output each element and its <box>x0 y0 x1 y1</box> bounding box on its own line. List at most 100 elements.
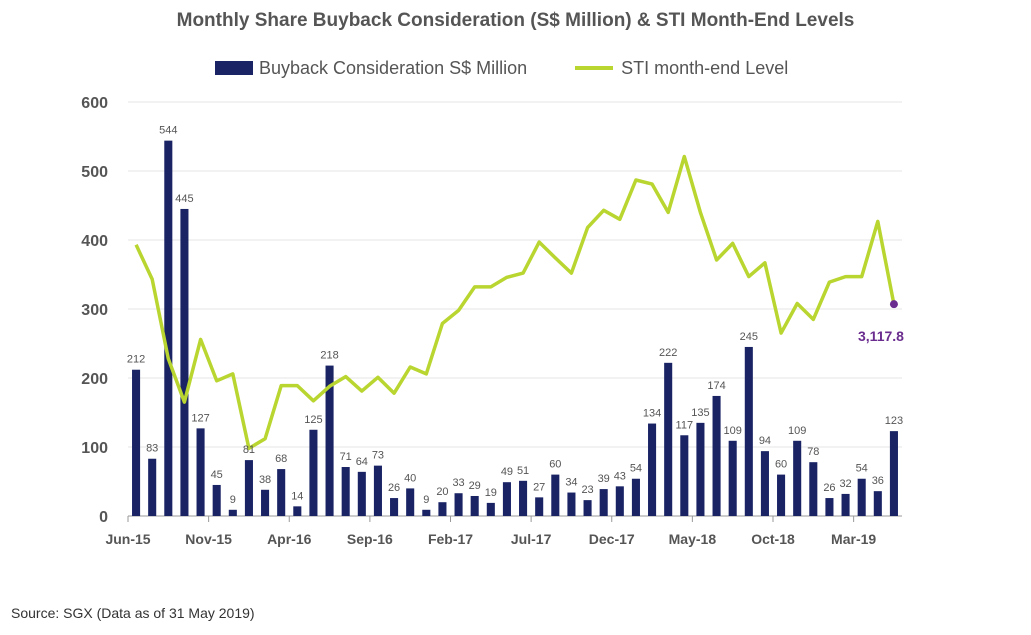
bar-label-Mar-18: 222 <box>659 347 677 359</box>
bar-label-Mar-19: 54 <box>856 463 868 475</box>
bar-label-Jan-16: 81 <box>243 444 255 456</box>
legend-label-buyback: Buyback Consideration S$ Million <box>259 57 528 78</box>
legend: Buyback Consideration S$ Million STI mon… <box>215 56 836 80</box>
legend-swatch-bar <box>215 61 253 75</box>
bar-label-Jul-15: 83 <box>146 443 158 455</box>
bar-Oct-17 <box>583 500 592 516</box>
bar-Sep-16 <box>373 465 382 516</box>
bar-Jun-18 <box>712 395 721 516</box>
bar-label-May-18: 135 <box>691 407 709 419</box>
bar-label-Dec-16: 9 <box>423 494 429 506</box>
bar-label-May-16: 125 <box>304 414 322 426</box>
bar-Feb-18 <box>648 423 657 516</box>
bar-Jul-15 <box>148 458 157 516</box>
bar-label-Feb-18: 134 <box>643 408 661 420</box>
bar-label-Feb-17: 33 <box>452 477 464 489</box>
bar-Nov-16 <box>406 488 415 516</box>
bar-Aug-15 <box>164 140 173 516</box>
bar-label-Aug-18: 245 <box>740 331 758 343</box>
bar-Jul-17 <box>535 497 544 516</box>
bar-Feb-16 <box>261 489 270 516</box>
bar-label-Sep-15: 445 <box>175 193 193 205</box>
bar-Aug-18 <box>744 346 753 516</box>
bar-label-Aug-17: 60 <box>549 459 561 471</box>
legend-item-sti: STI month-end Level <box>575 58 788 79</box>
sti-last-point <box>889 300 898 309</box>
bar-Jun-17 <box>519 480 528 516</box>
bar-Oct-18 <box>777 474 786 516</box>
bar-label-Sep-18: 94 <box>759 435 771 447</box>
bar-label-Dec-15: 9 <box>230 494 236 506</box>
bar-Feb-19 <box>841 493 850 516</box>
y-tick-label-500: 500 <box>81 164 108 181</box>
x-tick-label-Nov-15: Nov-15 <box>185 531 232 547</box>
bar-label-Apr-17: 19 <box>485 487 497 499</box>
bar-label-Jun-16: 218 <box>320 350 338 362</box>
y-tick-label-400: 400 <box>81 233 108 250</box>
bar-label-Jul-16: 71 <box>340 451 352 463</box>
bar-May-19 <box>889 431 898 516</box>
bar-Dec-17 <box>615 486 624 516</box>
x-tick-label-Jun-15: Jun-15 <box>105 531 150 547</box>
bar-Apr-16 <box>293 506 302 516</box>
y-tick-label-0: 0 <box>99 509 108 526</box>
x-tick-label-Feb-17: Feb-17 <box>428 531 473 547</box>
bar-label-Sep-17: 34 <box>565 477 577 489</box>
bar-label-Nov-18: 109 <box>788 425 806 437</box>
source-note: Source: SGX (Data as of 31 May 2019) <box>11 605 255 621</box>
bar-label-Jun-15: 212 <box>127 354 145 366</box>
bar-Mar-17 <box>470 495 479 516</box>
bar-label-Sep-16: 73 <box>372 450 384 462</box>
bar-label-Mar-17: 29 <box>469 480 481 492</box>
bar-label-Jan-19: 26 <box>823 482 835 494</box>
x-tick-label-May-18: May-18 <box>669 531 717 547</box>
bar-label-Apr-16: 14 <box>291 490 303 502</box>
bar-label-May-19: 123 <box>885 415 903 427</box>
y-tick-label-600: 600 <box>81 95 108 112</box>
bar-Jan-16 <box>244 460 253 516</box>
bar-Apr-17 <box>486 502 495 516</box>
bar-label-Nov-15: 45 <box>211 469 223 481</box>
bar-Jul-16 <box>341 467 350 516</box>
bar-label-Nov-16: 40 <box>404 472 416 484</box>
bar-Jun-15 <box>132 369 141 516</box>
bar-Apr-18 <box>680 435 689 516</box>
bar-label-Feb-16: 38 <box>259 474 271 486</box>
bar-label-Jun-18: 174 <box>707 380 725 392</box>
x-tick-label-Dec-17: Dec-17 <box>589 531 635 547</box>
bar-Apr-19 <box>873 491 882 516</box>
x-tick-label-Oct-18: Oct-18 <box>751 531 795 547</box>
legend-item-buyback: Buyback Consideration S$ Million <box>215 58 527 79</box>
chart-title: Monthly Share Buyback Consideration (S$ … <box>176 10 855 31</box>
x-tick-label-Jul-17: Jul-17 <box>511 531 552 547</box>
bar-Sep-17 <box>567 492 576 516</box>
bar-Feb-17 <box>454 493 463 516</box>
bar-Jan-18 <box>631 478 640 516</box>
bar-Mar-19 <box>857 478 866 516</box>
bar-Jul-18 <box>728 440 737 516</box>
bar-label-Jan-17: 20 <box>436 486 448 498</box>
y-tick-label-100: 100 <box>81 440 108 457</box>
bar-Jan-19 <box>825 498 834 516</box>
bar-Jun-16 <box>325 365 334 516</box>
bar-Nov-15 <box>212 484 221 516</box>
sti-line <box>134 154 896 451</box>
bar-label-Feb-19: 32 <box>839 478 851 490</box>
x-tick-label-Mar-19: Mar-19 <box>831 531 876 547</box>
bar-label-Jun-17: 51 <box>517 465 529 477</box>
bar-label-Dec-17: 43 <box>614 470 626 482</box>
bar-label-Jul-18: 109 <box>724 425 742 437</box>
bar-label-Aug-15: 544 <box>159 125 177 137</box>
bar-label-Jan-18: 54 <box>630 463 642 475</box>
bar-label-Nov-17: 39 <box>598 473 610 485</box>
bar-label-Oct-16: 26 <box>388 482 400 494</box>
bar-Sep-18 <box>760 451 769 516</box>
bar-Aug-17 <box>551 474 560 516</box>
x-tick-label-Sep-16: Sep-16 <box>347 531 393 547</box>
y-tick-label-200: 200 <box>81 371 108 388</box>
bar-Oct-16 <box>390 498 399 516</box>
bar-label-Oct-17: 23 <box>581 484 593 496</box>
bar-May-17 <box>502 482 511 516</box>
bar-Mar-16 <box>277 469 286 516</box>
bar-label-Oct-18: 60 <box>775 459 787 471</box>
